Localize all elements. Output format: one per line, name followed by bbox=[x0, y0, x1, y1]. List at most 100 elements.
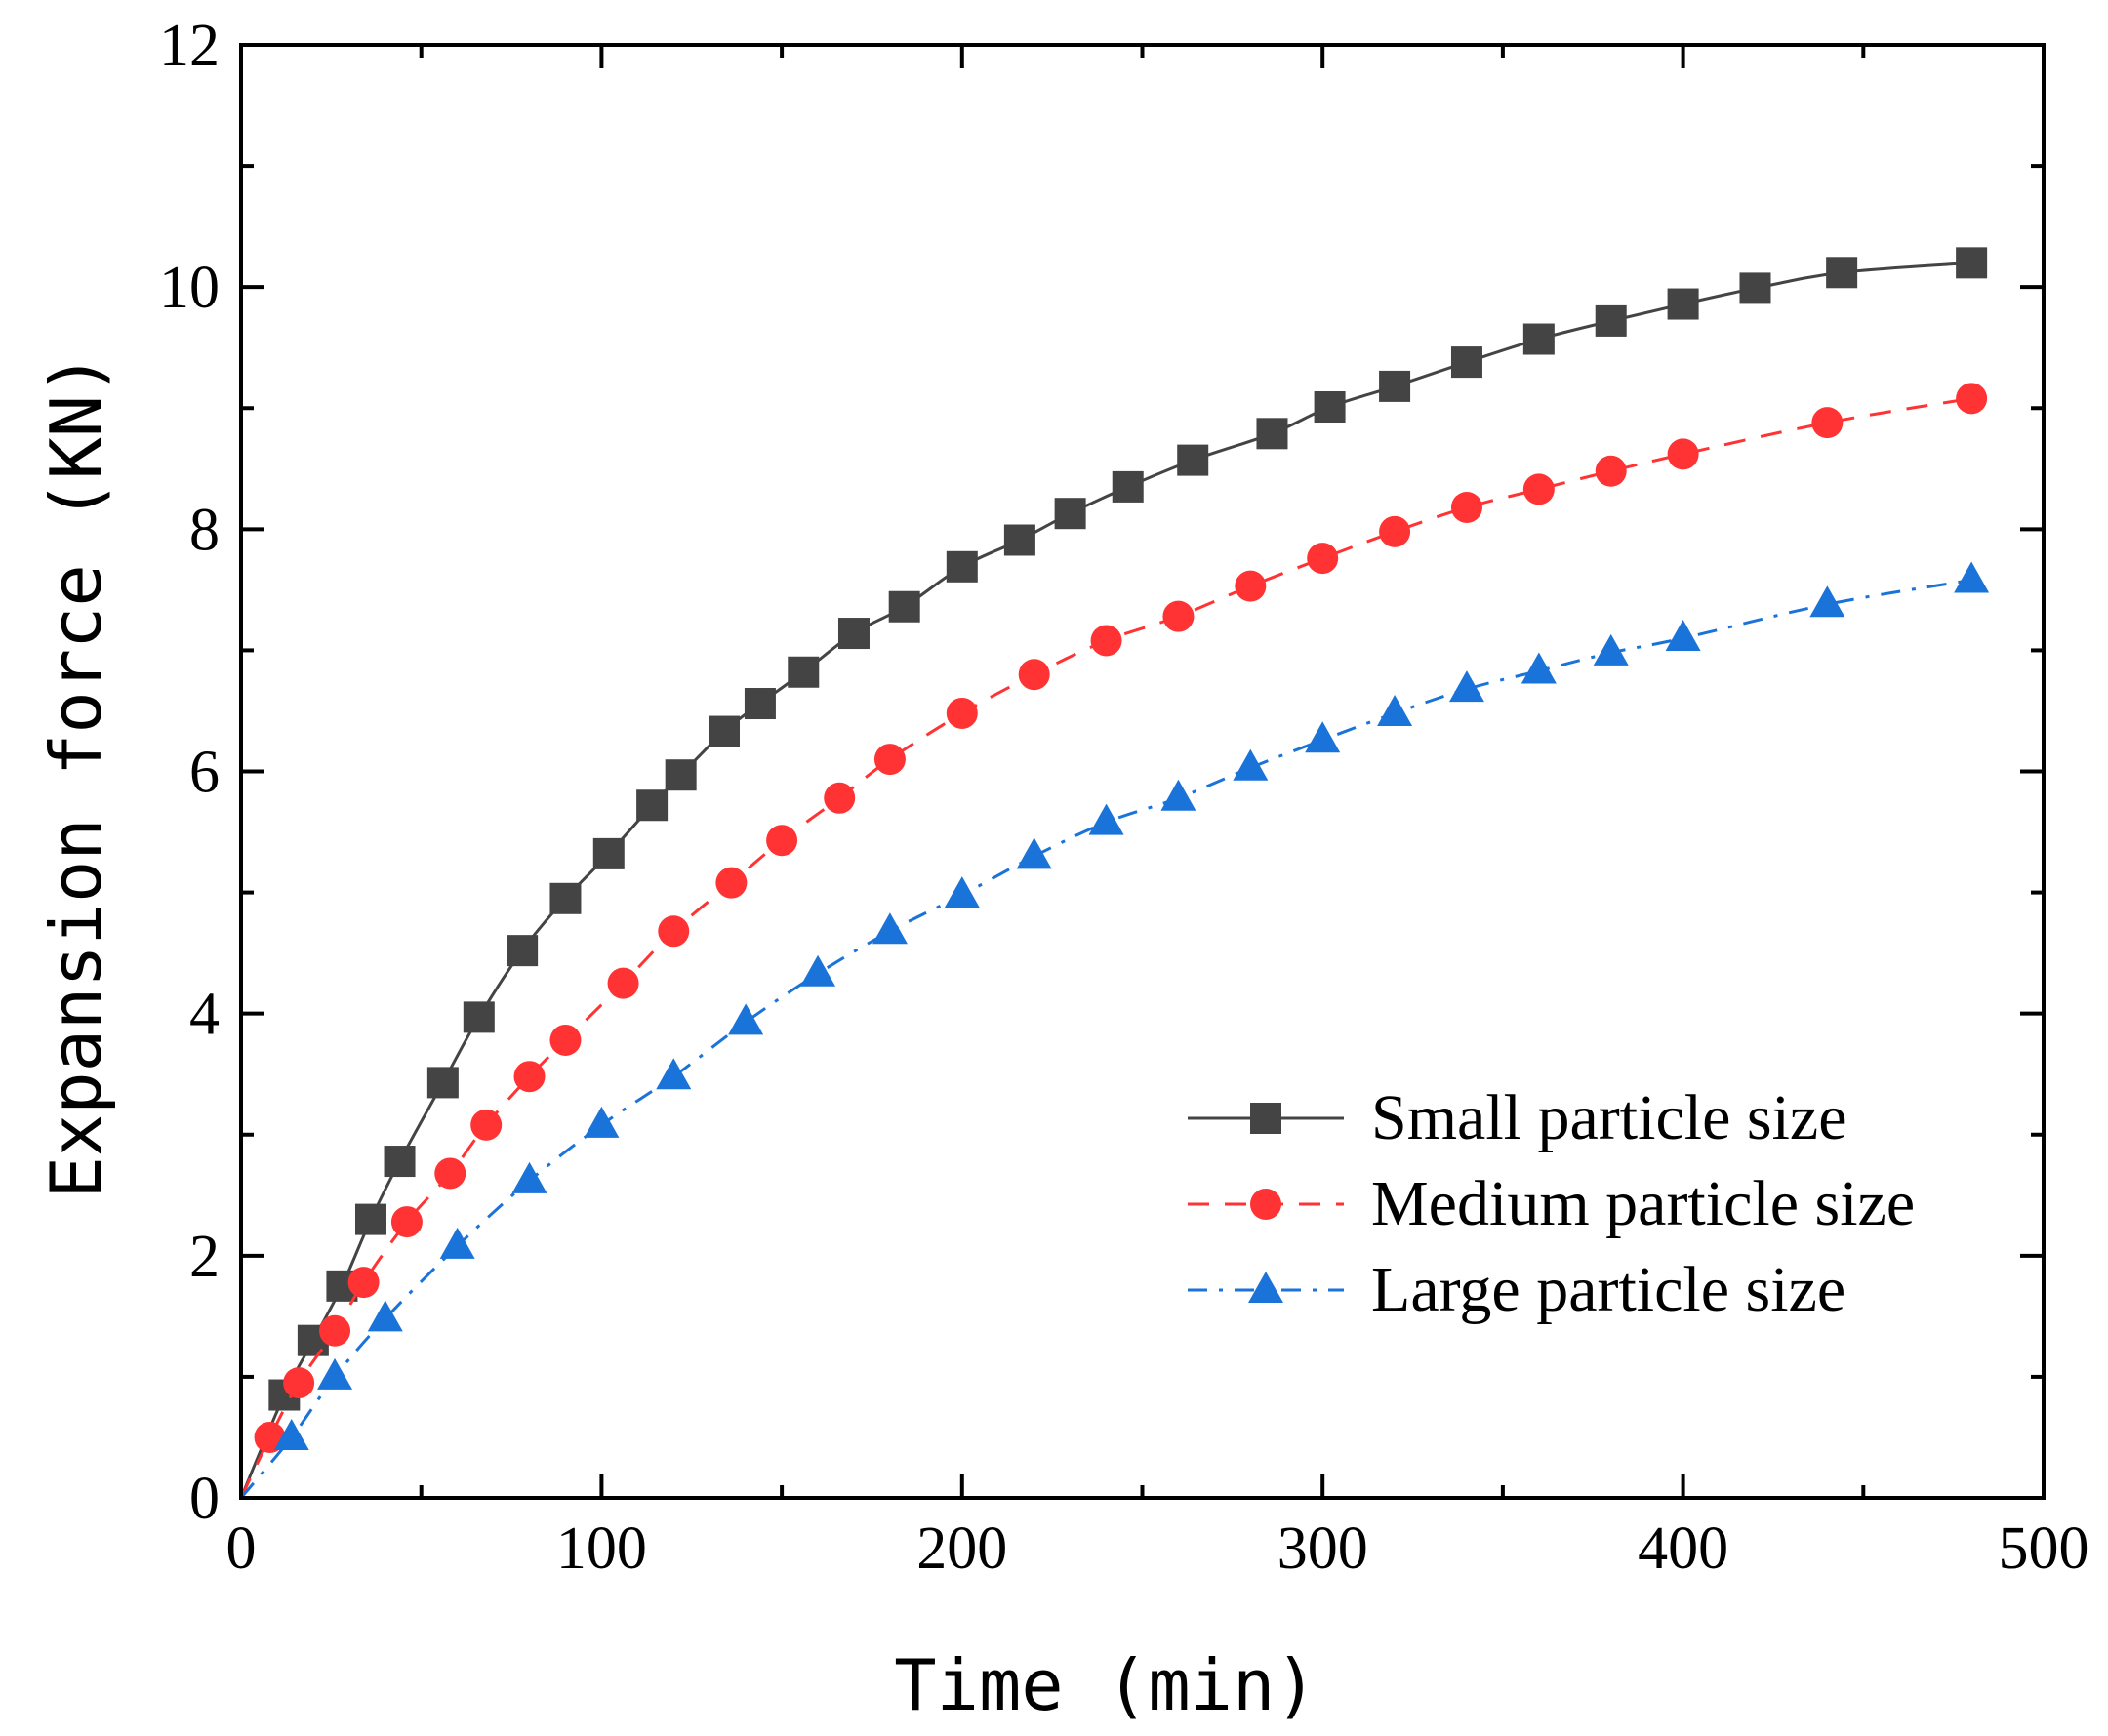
data-point-medium bbox=[470, 1109, 503, 1141]
legend-label-medium: Medium particle size bbox=[1371, 1168, 1915, 1239]
data-point-small bbox=[1177, 444, 1209, 476]
x-tick-label: 500 bbox=[1999, 1515, 2089, 1582]
data-point-medium bbox=[1450, 491, 1482, 523]
data-point-medium bbox=[1667, 438, 1699, 470]
data-point-medium bbox=[607, 967, 639, 999]
data-point-large bbox=[1305, 721, 1341, 753]
data-point-large bbox=[1016, 837, 1052, 869]
data-point-large bbox=[1593, 633, 1629, 666]
data-point-medium bbox=[1018, 659, 1050, 691]
data-point-medium bbox=[873, 744, 906, 776]
data-point-small bbox=[744, 688, 776, 720]
data-point-medium bbox=[1956, 383, 1988, 415]
legend-marker-large bbox=[1248, 1272, 1283, 1303]
x-tick-label: 0 bbox=[226, 1515, 257, 1582]
y-tick-label: 4 bbox=[189, 982, 220, 1048]
data-point-large bbox=[439, 1227, 475, 1259]
data-point-large bbox=[511, 1161, 547, 1193]
legend-marker-medium bbox=[1250, 1189, 1281, 1220]
data-point-large bbox=[656, 1058, 692, 1090]
data-point-large bbox=[872, 912, 908, 945]
data-point-small bbox=[426, 1067, 459, 1099]
data-point-large bbox=[317, 1357, 353, 1390]
data-point-small bbox=[592, 837, 625, 869]
data-point-medium bbox=[1522, 473, 1555, 505]
legend-marker-shape bbox=[1248, 1272, 1283, 1303]
data-point-large bbox=[1088, 803, 1124, 835]
series-large bbox=[239, 561, 1990, 1499]
data-point-large bbox=[584, 1106, 620, 1138]
data-point-small bbox=[1256, 418, 1288, 450]
data-point-medium bbox=[1235, 570, 1267, 602]
data-point-small bbox=[837, 618, 870, 650]
series-small bbox=[239, 247, 1988, 1499]
data-point-small bbox=[708, 715, 740, 747]
data-point-medium bbox=[513, 1061, 546, 1093]
legend-marker-shape bbox=[1250, 1189, 1281, 1220]
data-point-small bbox=[1522, 323, 1555, 355]
data-point-small bbox=[1003, 524, 1035, 556]
data-point-large bbox=[273, 1418, 309, 1450]
y-tick-label: 12 bbox=[159, 13, 220, 79]
x-tick-label: 200 bbox=[916, 1515, 1007, 1582]
legend-entry-medium: Medium particle size bbox=[1188, 1168, 1915, 1239]
data-point-medium bbox=[1811, 407, 1844, 439]
data-point-small bbox=[946, 550, 978, 583]
data-point-medium bbox=[434, 1157, 466, 1190]
data-point-medium bbox=[283, 1367, 315, 1399]
x-tick-label: 100 bbox=[556, 1515, 647, 1582]
ticks-layer: 0 100 200 300 400 500 0 2 4 6 8 10 12 bbox=[159, 13, 2089, 1582]
data-point-large bbox=[944, 876, 980, 908]
data-point-medium bbox=[347, 1267, 380, 1299]
data-point-small bbox=[1450, 346, 1482, 379]
x-axis-title: Time (min) bbox=[894, 1644, 1317, 1726]
series-medium bbox=[239, 383, 1988, 1499]
data-point-small bbox=[384, 1146, 416, 1178]
y-tick-label: 6 bbox=[189, 740, 220, 806]
y-tick-label: 0 bbox=[189, 1466, 220, 1532]
data-point-small bbox=[1956, 247, 1988, 279]
data-point-medium bbox=[390, 1206, 423, 1238]
data-point-large bbox=[1954, 561, 1990, 593]
x-tick-label: 400 bbox=[1638, 1515, 1728, 1582]
data-point-small bbox=[1595, 304, 1627, 337]
legend-label-small: Small particle size bbox=[1371, 1082, 1847, 1153]
legend-entry-large: Large particle size bbox=[1188, 1254, 1845, 1325]
series-line-large bbox=[239, 578, 1972, 1499]
data-point-medium bbox=[1379, 515, 1411, 547]
data-point-small bbox=[463, 1001, 495, 1033]
legend-marker-shape bbox=[1250, 1103, 1281, 1134]
data-point-small bbox=[1112, 470, 1144, 503]
data-point-small bbox=[665, 759, 697, 791]
data-point-medium bbox=[1595, 455, 1627, 487]
data-point-medium bbox=[766, 825, 798, 857]
series-layer bbox=[239, 247, 1990, 1499]
data-point-medium bbox=[1307, 543, 1339, 575]
data-point-large bbox=[1809, 585, 1845, 618]
x-tick-label: 300 bbox=[1277, 1515, 1368, 1582]
legend: Small particle size Medium particle size… bbox=[1188, 1082, 1915, 1325]
data-point-medium bbox=[319, 1314, 351, 1347]
data-point-small bbox=[1739, 272, 1771, 304]
data-point-large bbox=[1233, 748, 1269, 781]
data-point-small bbox=[1826, 257, 1858, 289]
data-point-large bbox=[728, 1003, 764, 1035]
y-axis-title: Expansion force (KN) bbox=[35, 353, 117, 1199]
data-point-small bbox=[1314, 391, 1346, 424]
data-point-medium bbox=[1090, 625, 1122, 657]
data-point-large bbox=[1520, 652, 1557, 684]
data-point-small bbox=[636, 789, 669, 822]
data-point-small bbox=[1667, 288, 1699, 320]
data-point-large bbox=[1448, 670, 1484, 703]
data-point-medium bbox=[824, 782, 856, 814]
series-line-medium bbox=[239, 396, 1972, 1499]
legend-entry-small: Small particle size bbox=[1188, 1082, 1847, 1153]
data-point-small bbox=[888, 590, 920, 623]
data-point-medium bbox=[549, 1024, 582, 1056]
data-point-medium bbox=[946, 697, 978, 729]
data-point-large bbox=[1377, 694, 1413, 726]
data-point-large bbox=[800, 954, 836, 987]
y-tick-label: 10 bbox=[159, 255, 220, 321]
data-point-small bbox=[1379, 370, 1411, 402]
